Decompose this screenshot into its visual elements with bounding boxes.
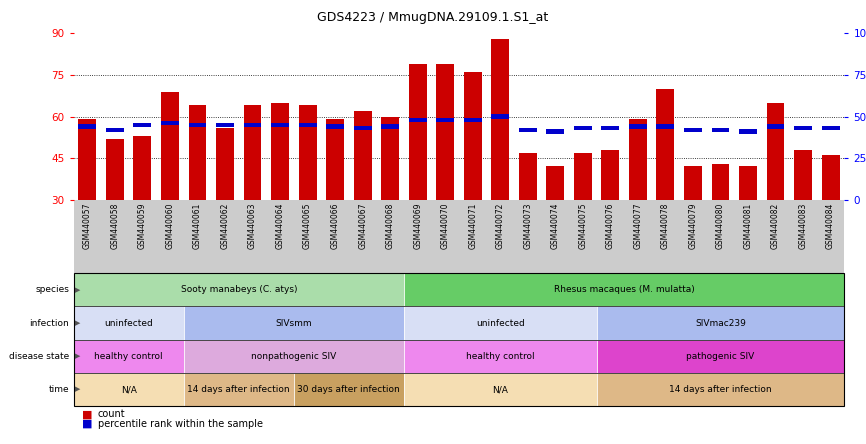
Bar [106,128,124,132]
Text: Sooty manabeys (C. atys): Sooty manabeys (C. atys) [180,285,297,294]
Text: ■: ■ [82,409,93,419]
Bar [409,118,427,122]
Bar [519,153,537,200]
Text: time: time [48,385,69,394]
Bar [243,106,262,200]
Bar [243,123,262,127]
Bar [381,117,399,200]
Text: Rhesus macaques (M. mulatta): Rhesus macaques (M. mulatta) [553,285,695,294]
Text: ▶: ▶ [75,387,81,392]
Bar [519,128,537,132]
Text: disease state: disease state [9,352,69,361]
Text: uninfected: uninfected [104,318,153,328]
Bar [629,124,647,129]
Bar [436,118,454,122]
Bar [326,119,344,200]
Text: healthy control: healthy control [466,352,534,361]
Bar [133,136,152,200]
Bar [546,130,565,134]
Bar [161,121,179,125]
Bar [79,119,96,200]
Bar [271,103,289,200]
Text: ▶: ▶ [75,287,81,293]
Text: species: species [36,285,69,294]
Bar [464,72,481,200]
Bar [574,153,591,200]
Text: 14 days after infection: 14 days after infection [187,385,290,394]
Bar [684,128,702,132]
Bar [353,111,372,200]
Text: nonpathogenic SIV: nonpathogenic SIV [251,352,337,361]
Bar [161,91,179,200]
Text: healthy control: healthy control [94,352,163,361]
Bar [822,155,839,200]
Bar [79,124,96,129]
Text: SIVmac239: SIVmac239 [695,318,746,328]
Text: infection: infection [29,318,69,328]
Bar [822,126,839,130]
Bar [299,123,317,127]
Text: N/A: N/A [493,385,508,394]
Bar [684,166,702,200]
Bar [491,115,509,119]
Bar [106,139,124,200]
Text: ▶: ▶ [75,353,81,359]
Text: ▶: ▶ [75,320,81,326]
Bar [739,166,757,200]
Bar [629,119,647,200]
Bar [656,89,675,200]
Bar [326,124,344,129]
Text: 14 days after infection: 14 days after infection [669,385,772,394]
Bar [271,123,289,127]
Bar [381,124,399,129]
Bar [216,128,234,200]
Bar [766,124,785,129]
Text: GDS4223 / MmugDNA.29109.1.S1_at: GDS4223 / MmugDNA.29109.1.S1_at [317,11,549,24]
Bar [794,126,812,130]
Bar [436,64,454,200]
Bar [601,126,619,130]
Text: uninfected: uninfected [476,318,525,328]
Bar [794,150,812,200]
Bar [189,123,206,127]
Bar [766,103,785,200]
Bar [464,118,481,122]
Bar [656,124,675,129]
Bar [189,106,206,200]
Text: SIVsmm: SIVsmm [275,318,312,328]
Text: percentile rank within the sample: percentile rank within the sample [98,419,263,429]
Text: count: count [98,409,126,419]
Text: pathogenic SIV: pathogenic SIV [687,352,754,361]
Bar [353,126,372,130]
Bar [216,123,234,127]
Bar [739,130,757,134]
Bar [712,128,729,132]
Bar [133,123,152,127]
Bar [712,164,729,200]
Bar [574,126,591,130]
Bar [299,106,317,200]
Bar [491,39,509,200]
Text: 30 days after infection: 30 days after infection [298,385,400,394]
Bar [409,64,427,200]
Bar [601,150,619,200]
Text: N/A: N/A [120,385,137,394]
Bar [546,166,565,200]
Text: ■: ■ [82,419,93,429]
